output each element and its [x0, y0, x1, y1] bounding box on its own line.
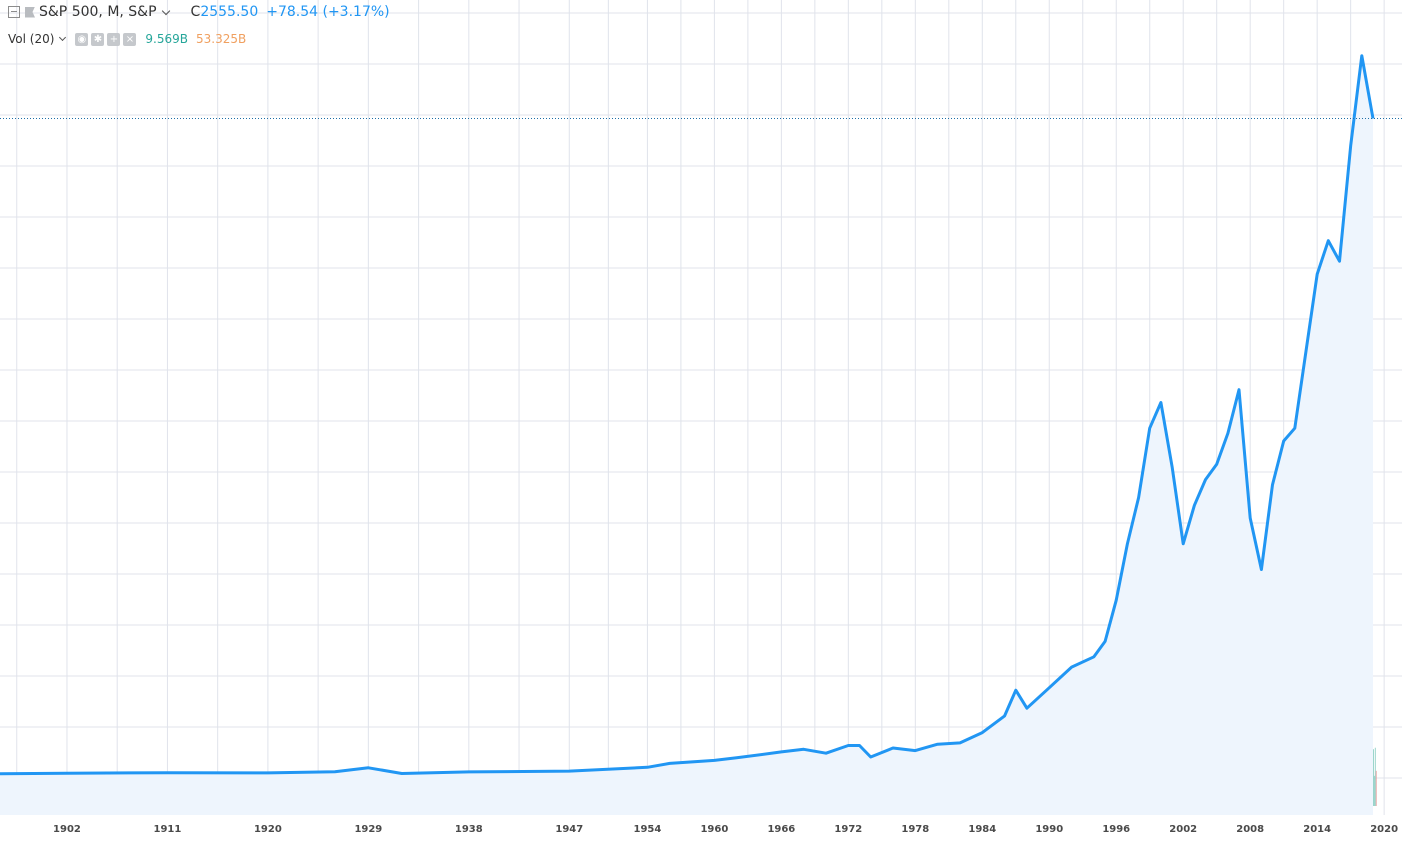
volume-bar: [1376, 771, 1377, 806]
x-tick-label: 2002: [1169, 824, 1197, 835]
x-tick-label: 2020: [1370, 824, 1398, 835]
x-tick-label: 1954: [633, 824, 661, 835]
chevron-down-icon[interactable]: [59, 34, 66, 41]
x-tick-label: 1972: [834, 824, 862, 835]
x-tick-label: 2014: [1303, 824, 1331, 835]
chevron-down-icon[interactable]: [161, 6, 169, 14]
close-prefix: C: [191, 4, 201, 20]
volume-bar: [1373, 749, 1374, 806]
volume-bar: [1374, 776, 1375, 806]
x-tick-label: 1978: [901, 824, 929, 835]
x-tick-label: 1960: [700, 824, 728, 835]
eye-icon[interactable]: ◉: [75, 33, 88, 46]
x-tick-label: 1938: [455, 824, 483, 835]
x-tick-label: 1984: [968, 824, 996, 835]
x-tick-label: 1920: [254, 824, 282, 835]
volume-value: 9.569B: [145, 32, 188, 46]
x-tick-label: 1902: [53, 824, 81, 835]
x-tick-label: 1966: [767, 824, 795, 835]
gear-icon[interactable]: ✱: [91, 33, 104, 46]
symbol-title[interactable]: S&P 500, M, S&P: [39, 4, 157, 20]
x-tick-label: 1990: [1035, 824, 1063, 835]
flag-icon[interactable]: [25, 7, 35, 18]
x-tick-label: 1947: [555, 824, 583, 835]
x-tick-label: 1929: [354, 824, 382, 835]
x-tick-label: 1911: [154, 824, 182, 835]
close-value: 2555.50: [200, 4, 258, 20]
x-axis: 1902 1911 1920 1929 1938 1947 1954 1960 1966 1972…: [53, 824, 1398, 835]
volume-ma-value: 53.325B: [196, 32, 246, 46]
price-change: +78.54 (+3.17%): [266, 4, 389, 20]
plus-icon[interactable]: +: [107, 33, 120, 46]
volume-indicator-label[interactable]: Vol (20): [8, 32, 54, 46]
volume-bar: [1375, 748, 1376, 806]
x-tick-label: 2008: [1236, 824, 1264, 835]
close-icon[interactable]: ×: [123, 33, 136, 46]
volume-legend: Vol (20) ◉ ✱ + × 9.569B 53.325B: [8, 30, 246, 48]
x-tick-label: 1996: [1102, 824, 1130, 835]
collapse-icon[interactable]: [8, 6, 20, 18]
